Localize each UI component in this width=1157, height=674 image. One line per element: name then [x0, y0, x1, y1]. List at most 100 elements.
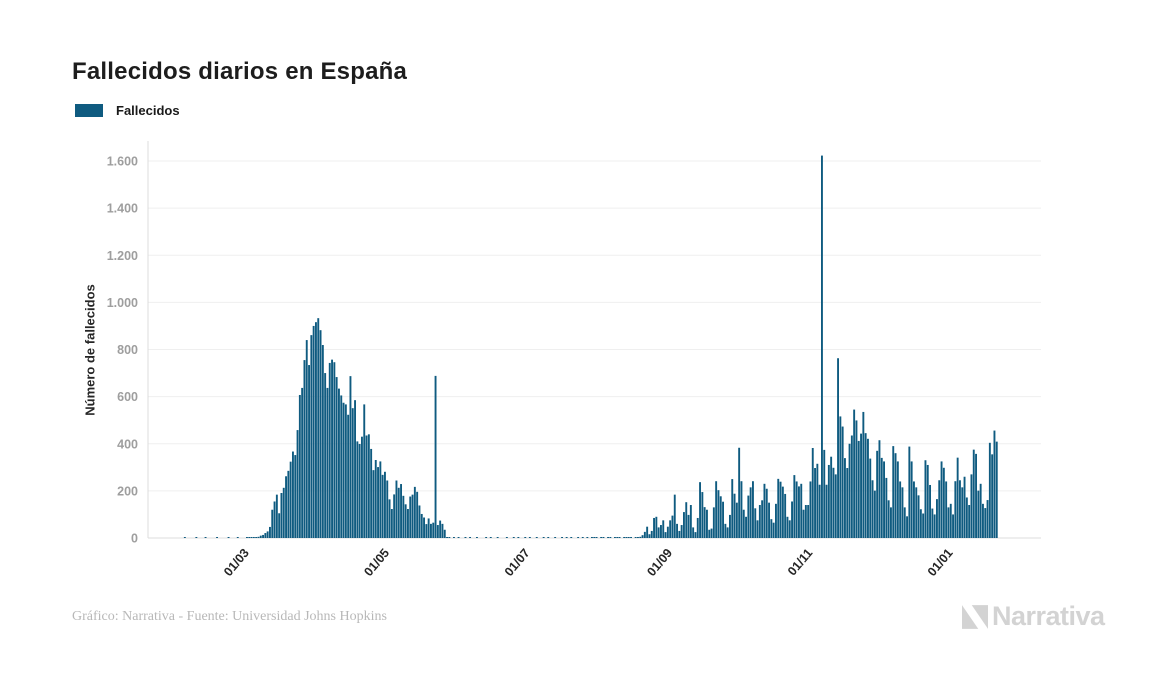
bar: [271, 509, 274, 538]
bar: [811, 447, 814, 538]
bar: [772, 522, 775, 538]
bar: [344, 404, 347, 538]
bar: [264, 533, 267, 538]
bar: [641, 535, 644, 538]
bar: [929, 484, 931, 538]
bar: [650, 530, 653, 538]
bar: [724, 523, 727, 538]
bar: [331, 359, 333, 538]
bar: [839, 416, 842, 538]
bar: [248, 537, 251, 538]
bar: [857, 440, 860, 538]
bar: [349, 376, 352, 538]
bar: [708, 529, 711, 538]
bar: [754, 508, 757, 538]
x-tick-label: 01/07: [502, 546, 533, 579]
bar: [379, 461, 382, 538]
bar: [995, 441, 998, 538]
bar: [742, 509, 745, 538]
bar: [593, 537, 596, 538]
bar: [308, 365, 310, 538]
bar: [765, 488, 768, 538]
bar: [666, 526, 669, 538]
bar: [982, 503, 984, 538]
chart-title: Fallecidos diarios en España: [72, 58, 408, 86]
bar: [358, 443, 361, 538]
bar: [717, 490, 720, 538]
bar: [528, 537, 531, 538]
bar: [639, 536, 642, 538]
bar: [660, 525, 662, 538]
bar: [441, 523, 444, 538]
bar: [436, 525, 439, 538]
bar: [367, 434, 370, 538]
bar: [926, 464, 929, 538]
bar: [402, 495, 405, 538]
bar: [446, 537, 448, 538]
bar: [227, 537, 230, 538]
bar: [409, 496, 412, 538]
bar: [512, 537, 515, 538]
bar: [388, 499, 391, 538]
bar: [968, 505, 971, 538]
bar: [630, 537, 632, 538]
bar: [894, 453, 897, 539]
bar: [800, 483, 803, 538]
bar: [931, 508, 934, 538]
bar: [496, 537, 499, 538]
bar: [275, 494, 278, 538]
bar: [354, 400, 356, 538]
legend-label: Fallecidos: [116, 103, 180, 118]
bar: [303, 360, 306, 538]
bar: [195, 537, 198, 538]
bar: [374, 460, 377, 538]
bar: [722, 501, 724, 538]
bar: [758, 505, 761, 538]
bar: [591, 537, 593, 538]
y-tick-label: 200: [117, 484, 138, 498]
bar: [844, 458, 846, 538]
bar: [993, 430, 996, 538]
bar: [903, 507, 906, 538]
bar: [289, 461, 292, 538]
bar: [940, 461, 943, 538]
bar: [386, 480, 389, 538]
y-tick-label: 1.600: [107, 155, 138, 169]
bar: [694, 532, 697, 538]
bar: [673, 494, 676, 538]
bar: [899, 481, 902, 538]
bar: [377, 467, 379, 538]
bar: [363, 404, 366, 538]
bar: [975, 453, 977, 538]
bar: [752, 481, 754, 538]
bar: [335, 377, 338, 538]
bar: [816, 463, 819, 538]
bar: [273, 501, 276, 538]
bar: [434, 375, 437, 538]
bar: [906, 516, 908, 538]
bar: [680, 525, 683, 538]
bar: [793, 475, 796, 538]
bar: [689, 505, 692, 538]
bar: [821, 155, 823, 538]
bar: [216, 537, 218, 538]
bar: [913, 481, 915, 538]
bar: [655, 516, 658, 538]
bar: [328, 362, 331, 538]
bar: [703, 507, 706, 538]
bar: [733, 493, 736, 538]
bar: [942, 467, 945, 538]
bar: [646, 526, 649, 538]
legend-item-fallecidos[interactable]: Fallecidos: [75, 103, 180, 118]
bar: [448, 537, 451, 538]
bar: [390, 509, 393, 538]
bar: [823, 449, 826, 538]
bar: [347, 414, 350, 538]
bar: [873, 490, 876, 538]
bar: [850, 435, 853, 538]
brand-logo: Narrativa: [962, 601, 1105, 632]
bar: [595, 537, 598, 538]
bar: [324, 373, 327, 538]
bar: [952, 514, 954, 538]
